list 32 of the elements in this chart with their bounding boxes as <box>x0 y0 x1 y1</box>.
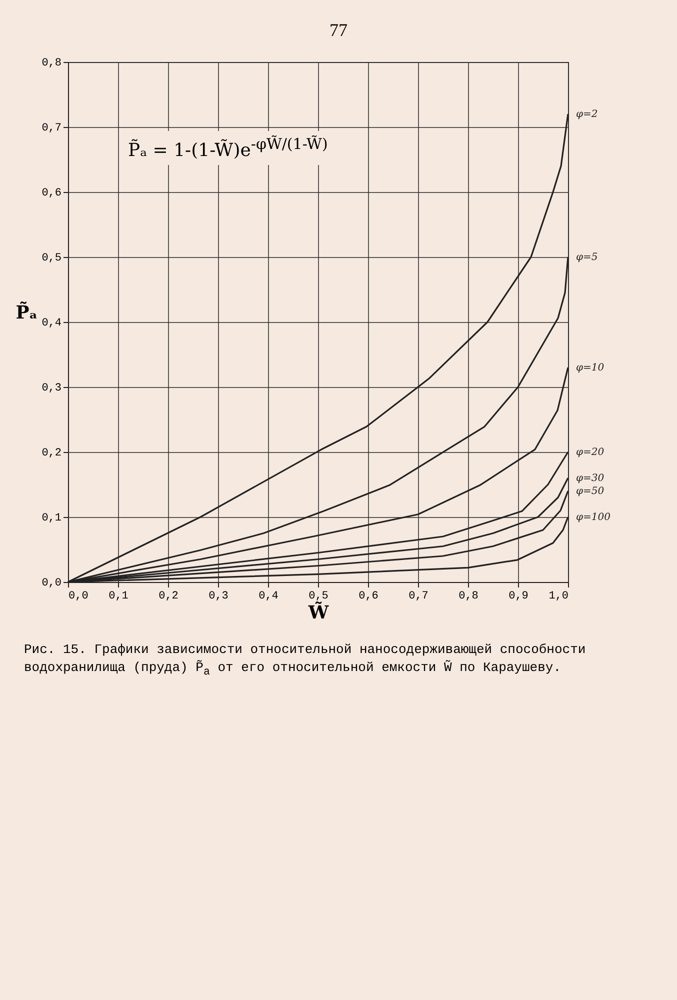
y-tick-label: 0,7 <box>42 122 62 134</box>
x-tick-label: 0,6 <box>358 590 378 602</box>
x-axis-title: W̃ <box>307 601 330 624</box>
y-tick-label: 0,6 <box>42 188 62 200</box>
y-tick-label: 0,0 <box>42 578 62 590</box>
series-label: φ=30 <box>576 473 605 484</box>
y-tick-label: 0,4 <box>42 318 62 330</box>
x-tick-label: 0,9 <box>508 590 528 602</box>
y-tick-label: 0,8 <box>42 58 62 70</box>
y-tick-label: 0,1 <box>42 512 62 524</box>
x-tick-label: 0,5 <box>308 590 328 602</box>
series-label: φ=50 <box>576 486 605 497</box>
y-tick-label: 0,2 <box>42 448 62 460</box>
x-tick-label: 1,0 <box>548 590 568 602</box>
series-label: φ=10 <box>576 362 605 374</box>
x-tick-label: 0,8 <box>458 590 478 602</box>
series-label: φ=5 <box>576 252 598 263</box>
x-tick-label: 0,7 <box>408 590 428 602</box>
annotation: P̃ₐ = 1-(1-W̃)e$^{-φW̃/(1-W̃)}$ <box>120 131 336 165</box>
y-tick-label: 0,3 <box>42 382 62 394</box>
x-tick-label: 0,2 <box>158 590 178 602</box>
x-tick-label: 0,0 <box>68 590 88 602</box>
y-axis-title: P̃ₐ <box>16 301 38 324</box>
series-label: φ=100 <box>576 512 612 523</box>
text: Рис. 15. Графики зависимости относительной наносодерживающей способности водохранилища (пруда) P̃$_{a}$ от его относительной емкости W̃ по Караушеву. <box>23 641 587 681</box>
x-tick-label: 0,1 <box>108 590 129 602</box>
text: 77 <box>328 19 348 42</box>
y-tick-label: 0,5 <box>42 252 62 264</box>
series-label: φ=2 <box>576 109 598 120</box>
x-tick-label: 0,3 <box>208 590 228 602</box>
series-label: φ=20 <box>576 447 605 458</box>
x-tick-label: 0,4 <box>258 590 279 602</box>
